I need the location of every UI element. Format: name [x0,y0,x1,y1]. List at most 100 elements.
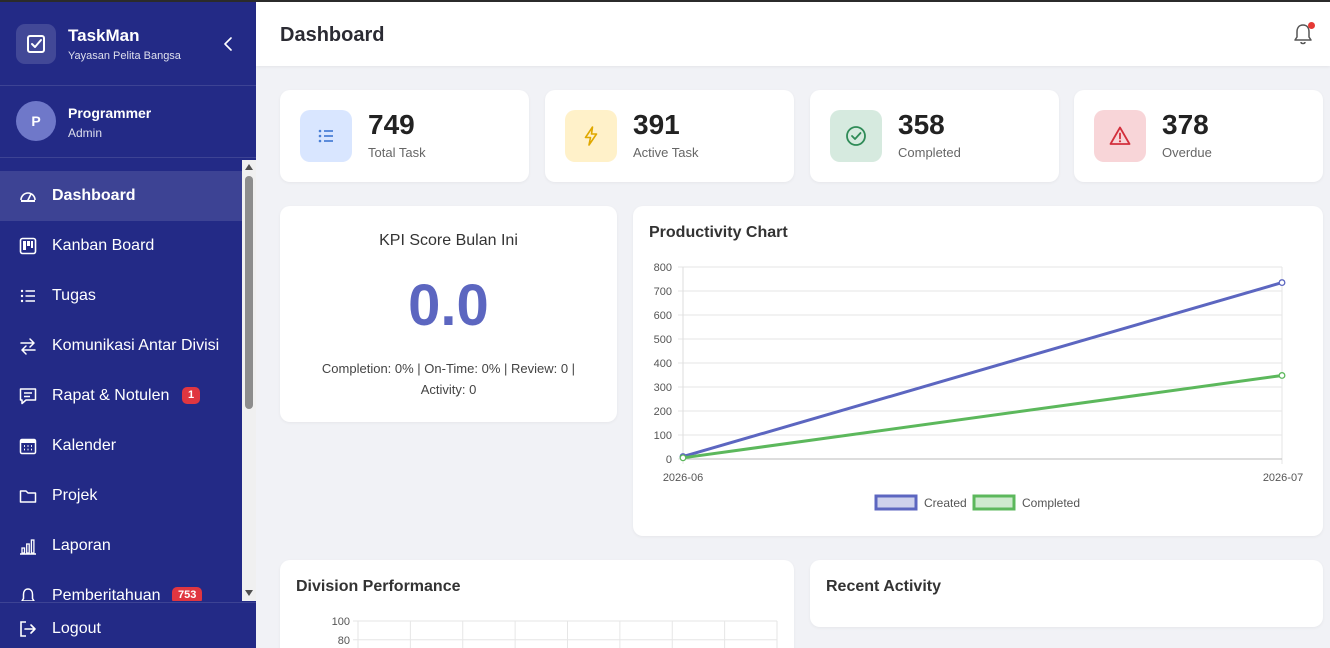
y-tick-label: 0 [666,454,672,466]
kpi-score: 0.0 [408,273,489,338]
kpi-title: KPI Score Bulan Ini [379,232,518,249]
check-circle-icon [830,110,882,162]
legend-swatch [972,494,1016,511]
sidebar-item-kalender[interactable]: Kalender [0,421,242,471]
stat-value: 358 [898,109,945,140]
bell-icon [1294,24,1312,45]
sidebar-item-rapat-notulen[interactable]: Rapat & Notulen 1 [0,371,242,421]
y-tick-label: 100 [654,430,672,442]
app-title: TaskMan [68,26,140,45]
x-tick-label: 2026-06 [663,472,703,484]
stat-value: 378 [1162,109,1209,140]
logout-icon [20,621,36,637]
notification-dot [1308,22,1315,29]
stat-label: Total Task [368,145,426,160]
window-top-border [0,0,1330,2]
legend-item-created[interactable]: Created [874,494,967,511]
legend-item-completed[interactable]: Completed [972,494,1080,511]
stat-card-completed: 358 Completed [810,90,1059,182]
data-point-completed[interactable] [679,454,687,462]
stat-label: Overdue [1162,145,1212,160]
folder-icon [19,490,37,503]
recent-activity-title: Recent Activity [826,578,941,595]
productivity-chart: 0 100 200 300 400 500 600 700 800 2026-06 2026-07 C… [654,262,1303,511]
scroll-down-arrow-icon[interactable] [245,590,253,596]
stat-label: Completed [898,145,961,160]
gauge-icon [20,192,36,202]
logout-label: Logout [52,620,101,637]
kpi-card: KPI Score Bulan Ini 0.0 Completion: 0% |… [280,206,617,422]
sidebar-item-pemberitahuan[interactable]: Pemberitahuan 753 [0,571,242,601]
sidebar-item-kanban-board[interactable]: Kanban Board [0,221,242,271]
user-name: Programmer [68,105,152,121]
sidebar-item-label: Pemberitahuan [52,587,161,601]
brand-header: TaskMan Yayasan Pelita Bangsa [0,2,256,86]
y-tick-label: 300 [654,382,672,394]
chat-square-icon [19,388,37,405]
warning-icon [1094,110,1146,162]
data-point-created[interactable] [1278,279,1286,287]
legend-label: Created [924,496,967,510]
scroll-up-arrow-icon[interactable] [245,164,253,170]
sidebar-item-label: Laporan [52,537,111,554]
bar-chart-icon [20,539,36,555]
user-role: Admin [68,126,103,140]
sidebar-item-label: Kalender [52,437,117,454]
x-tick-label: 2026-07 [1263,472,1303,484]
y-tick-label: 700 [654,286,672,298]
stat-value: 391 [633,109,680,140]
count-badge: 753 [172,587,203,601]
stat-card-total-task: 749 Total Task [280,90,529,182]
sidebar-item-label: Tugas [52,287,96,304]
y-tick-label: 100 [332,616,350,628]
kpi-detail: Completion: 0% | On-Time: 0% | Review: 0… [321,361,576,397]
division-performance-card: Division Performance 80 100 [280,560,794,648]
series-line-created [682,281,1283,459]
y-tick-label: 600 [654,310,672,322]
y-tick-label: 200 [654,406,672,418]
list-icon [300,110,352,162]
sidebar-nav: Dashboard Kanban Board Tugas Komunikasi Ant… [0,160,242,601]
data-point-completed[interactable] [1278,372,1286,379]
sidebar-item-label: Komunikasi Antar Divisi [52,337,220,354]
avatar: P [16,101,56,141]
stat-card-overdue: 378 Overdue [1074,90,1323,182]
lightning-icon [565,110,617,162]
scrollbar-thumb[interactable] [245,176,253,409]
sidebar-item-label: Dashboard [52,187,136,204]
user-profile: P Programmer Admin [0,86,256,158]
sidebar-item-komunikasi-antar-divisi[interactable]: Komunikasi Antar Divisi [0,321,242,371]
recent-activity-card: Recent Activity [810,560,1323,627]
sidebar-item-dashboard[interactable]: Dashboard [0,171,242,221]
y-tick-label: 800 [654,262,672,274]
sidebar-scrollbar[interactable] [242,160,256,601]
stat-label: Active Task [633,145,699,160]
y-tick-label: 80 [338,635,350,647]
sidebar-item-projek[interactable]: Projek [0,471,242,521]
sidebar-item-label: Kanban Board [52,237,155,254]
productivity-chart-title: Productivity Chart [649,224,788,241]
division-performance-chart: 80 100 [332,616,778,648]
legend-swatch [874,494,918,511]
notifications-button[interactable] [1292,22,1315,46]
bell-icon [21,588,35,601]
legend-label: Completed [1022,496,1080,510]
task-check-logo-icon [16,24,56,64]
page-title: Dashboard [280,24,385,46]
sidebar: TaskMan Yayasan Pelita Bangsa P Programm… [0,0,256,648]
division-performance-title: Division Performance [296,578,461,595]
series-line-completed [682,373,1283,460]
logout-button[interactable]: Logout [0,602,256,648]
stat-card-active-task: 391 Active Task [545,90,794,182]
kanban-icon [19,237,37,255]
sidebar-item-label: Projek [52,487,98,504]
sidebar-item-laporan[interactable]: Laporan [0,521,242,571]
top-header: Dashboard [256,2,1330,66]
count-badge: 1 [182,387,201,404]
y-tick-label: 400 [654,358,672,370]
list-icon [20,289,35,303]
collapse-sidebar-button[interactable] [218,34,238,54]
productivity-chart-card: Productivity Chart 0 100 200 300 400 500 600 70… [633,206,1323,536]
y-tick-label: 500 [654,334,672,346]
sidebar-item-tugas[interactable]: Tugas [0,271,242,321]
